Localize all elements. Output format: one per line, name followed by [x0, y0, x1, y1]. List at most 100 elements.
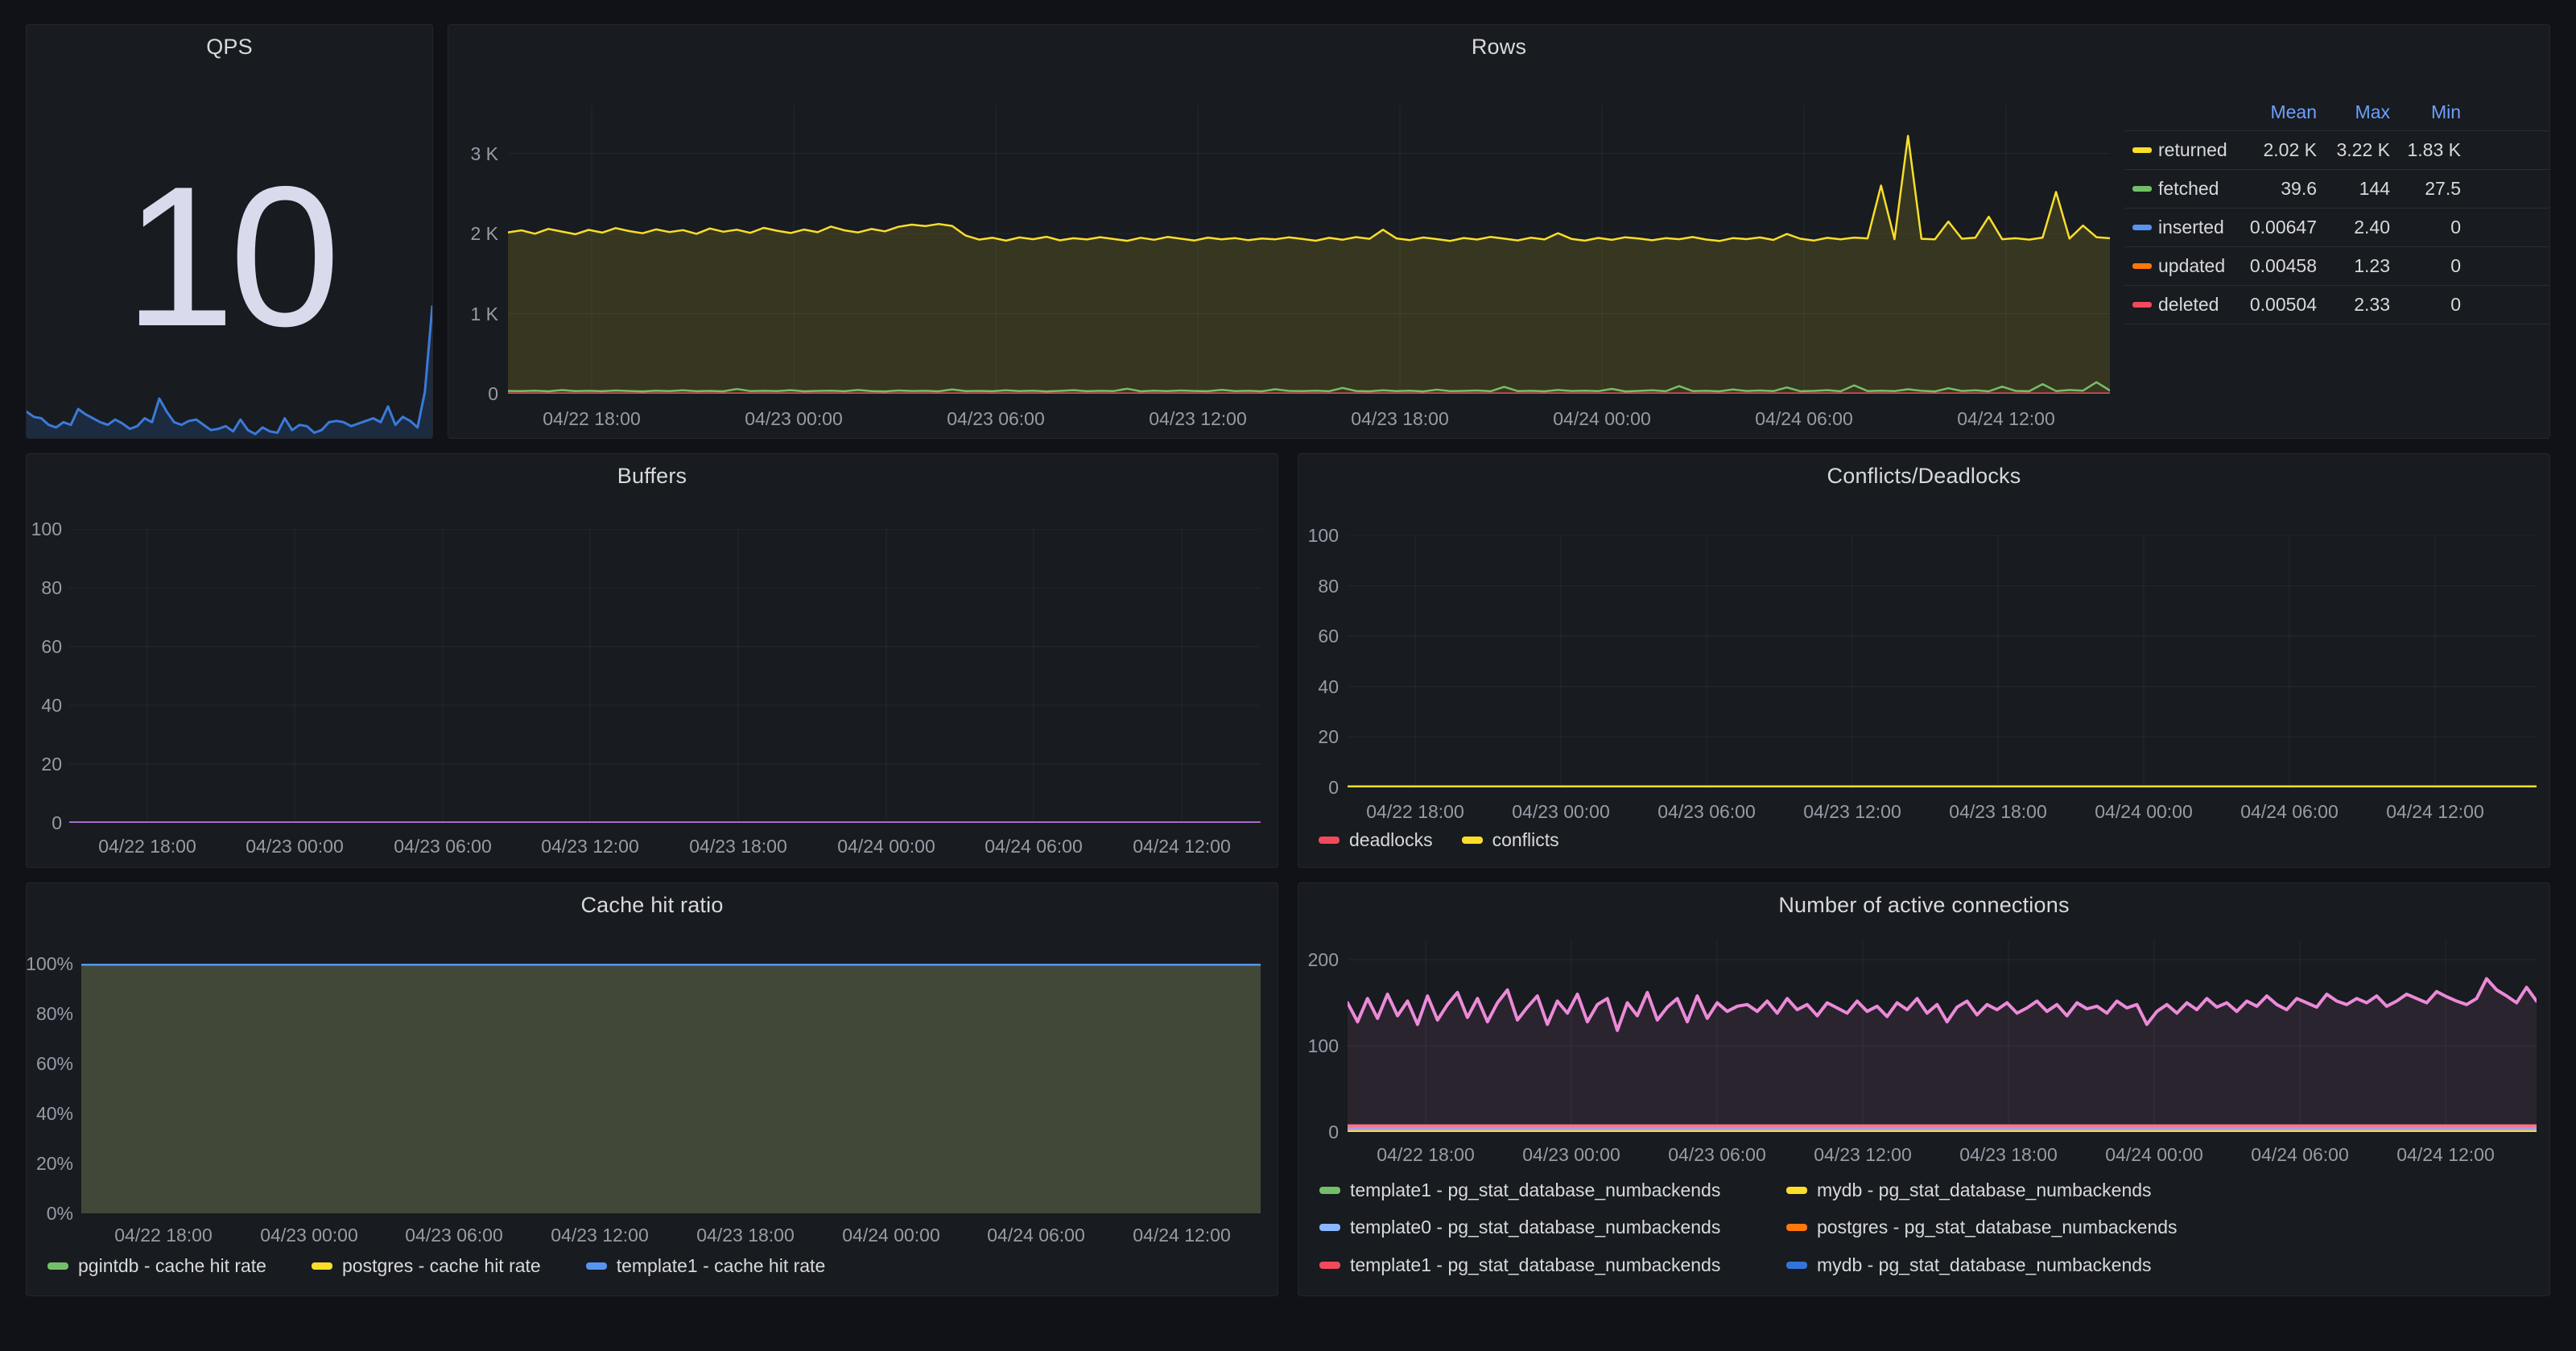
panel-title-rows[interactable]: Rows: [1471, 35, 1527, 59]
legend-table-header-max[interactable]: Max: [2355, 101, 2390, 122]
x-tick-label: 04/23 12:00: [551, 1225, 649, 1246]
series-min: 1.83 K: [2407, 139, 2462, 160]
panel-qps: QPS 10: [26, 24, 433, 439]
x-tick-label: 04/23 18:00: [696, 1225, 795, 1246]
series-name[interactable]: updated: [2158, 255, 2226, 276]
series-min: 0: [2450, 217, 2461, 238]
x-tick-label: 04/22 18:00: [114, 1225, 213, 1246]
y-tick-label: 60: [41, 636, 62, 657]
legend-table-header-mean[interactable]: Mean: [2270, 101, 2317, 122]
rows-chart[interactable]: [508, 105, 2110, 394]
panel-title-buffers[interactable]: Buffers: [617, 464, 687, 488]
series-mean: 39.6: [2281, 178, 2317, 199]
panel-buffers: Buffers 100 80 60 40 20 0 04/22 18:00 04/23 00:…: [26, 453, 1278, 868]
legend-label: mydb - pg_stat_database_numbackends: [1817, 1254, 2152, 1275]
legend-table-row: updated 0.00458 1.23 0: [2124, 246, 2549, 285]
x-tick-label: 04/23 12:00: [1149, 408, 1247, 429]
panel-title-conflicts[interactable]: Conflicts/Deadlocks: [1827, 464, 2021, 488]
series-color-swatch: [2132, 225, 2152, 230]
series-color-swatch: [2132, 147, 2152, 153]
series-max: 3.22 K: [2336, 139, 2391, 160]
x-tick-label: 04/23 06:00: [405, 1225, 503, 1246]
x-tick-label: 04/24 00:00: [2105, 1144, 2203, 1165]
series-name[interactable]: fetched: [2158, 178, 2219, 199]
legend-item[interactable]: template1 - cache hit rate: [585, 1255, 826, 1277]
conflicts-legend: deadlocks conflicts: [1319, 829, 1559, 851]
series-name[interactable]: deleted: [2158, 294, 2219, 315]
legend-item[interactable]: conflicts: [1461, 829, 1559, 851]
panel-rows: Rows Mean Max Min returned 2.02 K 3.22 K 1.83 …: [448, 24, 2550, 439]
x-tick-label: 04/22 18:00: [1366, 801, 1464, 822]
y-tick-label: 80%: [35, 1003, 73, 1024]
y-tick-label: 100: [31, 519, 62, 539]
legend-label: template1 - pg_stat_database_numbackends: [1350, 1180, 1721, 1200]
series-name[interactable]: returned: [2158, 139, 2227, 160]
legend-item[interactable]: mydb - pg_stat_database_numbackends: [1786, 1254, 2152, 1276]
legend-color-swatch: [1319, 1224, 1340, 1231]
conflicts-chart[interactable]: [1348, 535, 2537, 787]
x-tick-label: 04/24 12:00: [1957, 408, 2055, 429]
y-tick-label: 40: [1318, 676, 1339, 697]
series-min: 27.5: [2425, 178, 2461, 199]
legend-item[interactable]: template1 - pg_stat_database_numbackends: [1319, 1180, 1720, 1201]
buffers-chart[interactable]: [69, 529, 1261, 823]
legend-color-swatch: [1319, 1187, 1340, 1194]
y-tick-label: 60: [1318, 626, 1339, 647]
legend-color-swatch: [1786, 1224, 1807, 1231]
y-tick-label: 100: [1307, 525, 1339, 546]
x-tick-label: 04/23 18:00: [1959, 1144, 2058, 1165]
y-tick-label: 20%: [35, 1153, 73, 1174]
legend-color-swatch: [47, 1262, 68, 1270]
legend-item[interactable]: pgintdb - cache hit rate: [47, 1255, 266, 1277]
y-tick-label: 40: [41, 695, 62, 716]
legend-item[interactable]: deadlocks: [1319, 829, 1433, 851]
legend-item[interactable]: template1 - pg_stat_database_numbackends: [1319, 1254, 1720, 1276]
legend-item[interactable]: mydb - pg_stat_database_numbackends: [1786, 1180, 2152, 1201]
legend-table-divider: [2124, 285, 2549, 286]
connections-chart[interactable]: [1348, 940, 2537, 1132]
legend-color-swatch: [1319, 837, 1340, 844]
x-tick-label: 04/24 00:00: [1553, 408, 1651, 429]
series-mean: 0.00504: [2249, 294, 2317, 315]
legend-label: deadlocks: [1349, 829, 1433, 850]
series-max: 1.23: [2354, 255, 2390, 276]
panel-title-qps[interactable]: QPS: [206, 35, 253, 59]
legend-item[interactable]: template0 - pg_stat_database_numbackends: [1319, 1217, 1720, 1238]
series-min: 0: [2450, 255, 2461, 276]
legend-label: conflicts: [1492, 829, 1559, 850]
legend-label: template1 - cache hit rate: [616, 1255, 826, 1276]
legend-item[interactable]: postgres - pg_stat_database_numbackends: [1786, 1217, 2178, 1238]
y-tick-label: 20: [1318, 726, 1339, 747]
qps-sparkline[interactable]: [27, 301, 432, 438]
y-tick-label: 100%: [26, 953, 73, 974]
y-tick-label: 80: [1318, 576, 1339, 597]
y-tick-label: 0: [1328, 1122, 1339, 1142]
cache-hit-ratio-chart[interactable]: [81, 964, 1261, 1213]
legend-table-divider: [2124, 130, 2549, 131]
y-tick-label: 20: [41, 754, 62, 775]
x-tick-label: 04/22 18:00: [98, 836, 196, 857]
legend-table-row: inserted 0.00647 2.40 0: [2124, 208, 2549, 246]
legend-label: postgres - pg_stat_database_numbackends: [1817, 1217, 2178, 1237]
panel-conflicts: Conflicts/Deadlocks deadlocks conflicts 1…: [1298, 453, 2550, 868]
legend-item[interactable]: postgres - cache hit rate: [311, 1255, 541, 1277]
panel-title-connections[interactable]: Number of active connections: [1778, 893, 2070, 917]
series-name[interactable]: inserted: [2158, 217, 2224, 238]
x-tick-label: 04/22 18:00: [543, 408, 641, 429]
x-tick-label: 04/22 18:00: [1377, 1144, 1475, 1165]
legend-label: template0 - pg_stat_database_numbackends: [1350, 1217, 1721, 1237]
legend-color-swatch: [1461, 837, 1483, 844]
x-tick-label: 04/23 00:00: [1512, 801, 1610, 822]
legend-table-header-min[interactable]: Min: [2430, 101, 2461, 122]
panel-connections: Number of active connections template1 -…: [1298, 882, 2550, 1296]
series-min: 0: [2450, 294, 2461, 315]
series-max: 2.33: [2354, 294, 2390, 315]
legend-color-swatch: [1786, 1187, 1807, 1194]
panel-title-cache[interactable]: Cache hit ratio: [580, 893, 724, 917]
x-tick-label: 04/24 12:00: [2386, 801, 2484, 822]
x-tick-label: 04/23 12:00: [541, 836, 639, 857]
x-tick-label: 04/24 00:00: [2095, 801, 2193, 822]
legend-table-divider: [2124, 169, 2549, 170]
x-tick-label: 04/23 06:00: [1668, 1144, 1766, 1165]
